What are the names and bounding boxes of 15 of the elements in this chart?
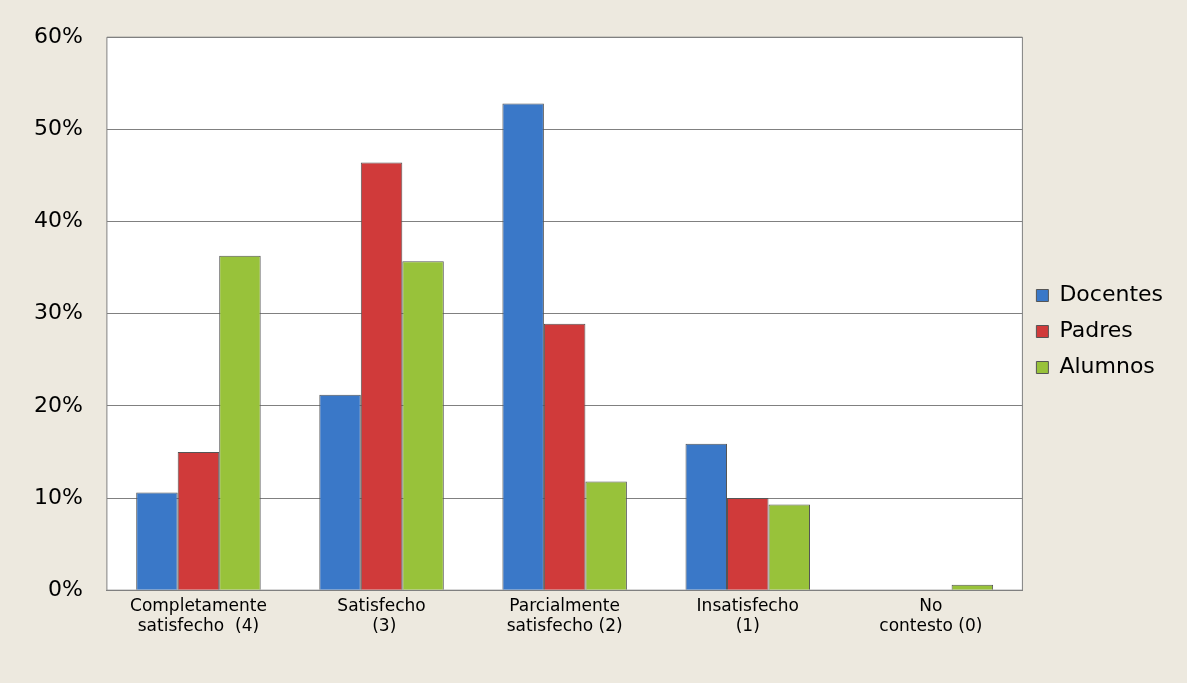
x-tick-label: Insatisfecho (1) [696,594,799,636]
y-tick-label: 50% [33,115,83,141]
x-tick-label: Satisfecho (3) [337,594,426,636]
x-tick-label: Parcialmente satisfecho (2) [506,594,623,636]
y-tick-label: 10% [33,483,83,509]
y-tick-label: 40% [33,207,83,233]
legend-label: Alumnos [1059,353,1155,379]
y-tick-label: 60% [33,22,83,48]
legend-label: Docentes [1059,281,1164,307]
x-tick-label: Completamente satisfecho (4) [130,594,267,636]
legend-label: Padres [1059,317,1133,343]
y-tick-label: 0% [47,575,83,601]
x-tick-label: No contesto (0) [879,594,983,636]
y-tick-label: 30% [33,299,83,325]
y-tick-label: 20% [33,391,83,417]
